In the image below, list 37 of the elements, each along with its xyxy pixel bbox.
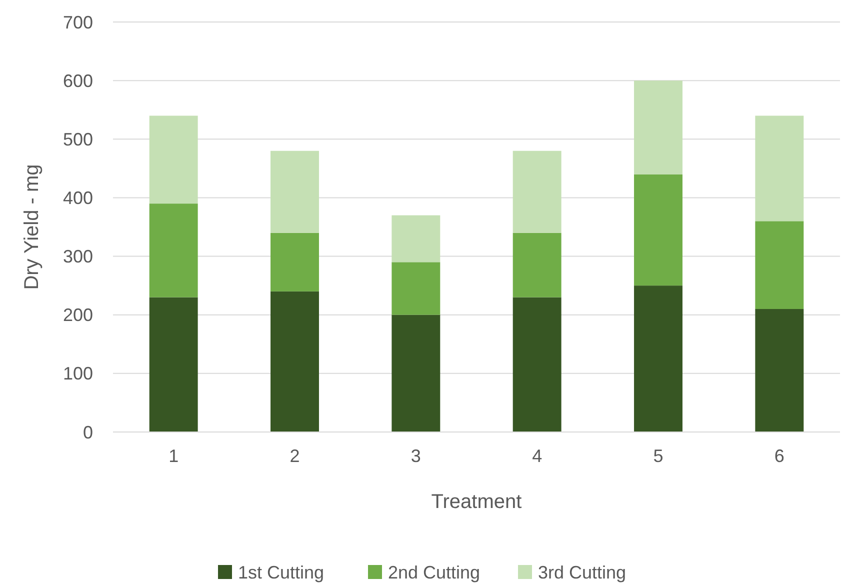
bar bbox=[634, 286, 682, 432]
y-tick-label: 200 bbox=[62, 305, 93, 326]
bar bbox=[270, 232, 319, 292]
bar bbox=[392, 215, 440, 262]
bar bbox=[512, 150, 562, 233]
x-tick-label: 5 bbox=[653, 446, 664, 466]
x-axis-title: Treatment bbox=[431, 491, 522, 513]
y-axis-title: Dry Yield - mg bbox=[21, 164, 43, 290]
bar bbox=[149, 297, 198, 432]
y-tick-label: 500 bbox=[62, 129, 93, 150]
y-tick-label: 400 bbox=[62, 188, 93, 208]
y-tick-label: 100 bbox=[62, 364, 93, 384]
bar bbox=[512, 297, 562, 432]
y-tick-label: 300 bbox=[62, 246, 93, 267]
y-tick-label: 0 bbox=[82, 422, 93, 442]
legend-label: 1st Cutting bbox=[238, 562, 324, 582]
legend-label: 3rd Cutting bbox=[538, 562, 626, 582]
y-tick-label: 700 bbox=[62, 12, 93, 32]
x-tick-label: 4 bbox=[532, 446, 542, 466]
x-tick-label: 6 bbox=[774, 446, 784, 466]
bar bbox=[149, 116, 198, 204]
x-tick-label: 3 bbox=[410, 446, 421, 466]
bar bbox=[270, 291, 319, 432]
bar bbox=[392, 262, 440, 315]
bar bbox=[149, 204, 198, 298]
x-tick-label: 2 bbox=[290, 446, 300, 466]
bar bbox=[634, 174, 682, 286]
bar bbox=[392, 314, 440, 432]
bar bbox=[634, 80, 682, 174]
bar bbox=[512, 232, 562, 298]
y-tick-label: 600 bbox=[62, 70, 93, 91]
bar bbox=[270, 150, 319, 233]
bar bbox=[755, 221, 804, 309]
bar bbox=[755, 116, 804, 222]
legend-label: 2nd Cutting bbox=[388, 562, 480, 582]
x-tick-label: 1 bbox=[168, 446, 179, 466]
bar bbox=[755, 309, 804, 432]
